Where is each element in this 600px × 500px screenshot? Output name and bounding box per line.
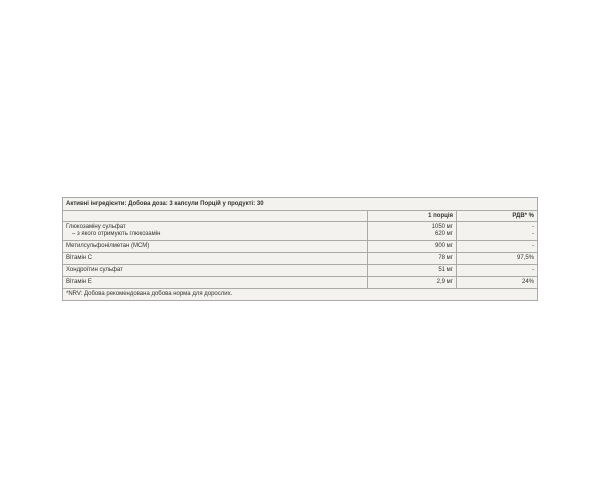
ingredient-amount: 900 мг bbox=[367, 240, 457, 253]
ingredient-rdv: - bbox=[456, 264, 538, 277]
ingredient-name: Глюкозаміну сульфат bbox=[66, 224, 126, 230]
ingredient-sub-name: – з якого отримують глюкозамін bbox=[72, 231, 161, 237]
ingredient-name: Вітамін Е bbox=[62, 276, 368, 289]
ingredient-name: Вітамін С bbox=[62, 252, 368, 265]
table-row: Вітамін Е 2,9 мг 24% bbox=[62, 276, 538, 289]
ingredient-sub-rdv: - bbox=[532, 231, 534, 237]
table-row: Глюкозаміну сульфат – з якого отримують г… bbox=[62, 221, 538, 241]
ingredient-amount: 78 мг bbox=[367, 252, 457, 265]
ingredient-amount: 2,9 мг bbox=[367, 276, 457, 289]
table-row: Хондроїтин сульфат 51 мг - bbox=[62, 264, 538, 277]
ingredient-rdv: 97,5% bbox=[456, 252, 538, 265]
table-row: Метилсульфонілметан (МСМ) 900 мг - bbox=[62, 240, 538, 253]
ingredient-name: Хондроїтин сульфат bbox=[62, 264, 368, 277]
header-empty bbox=[62, 210, 368, 222]
header-portion: 1 порція bbox=[367, 210, 457, 222]
table-row: Вітамін С 78 мг 97,5% bbox=[62, 252, 538, 265]
ingredient-rdv: 24% bbox=[456, 276, 538, 289]
ingredient-amount: 1050 мг bbox=[431, 224, 453, 230]
table-title: Активні інгредієнти: Добова доза: 3 капс… bbox=[62, 197, 538, 211]
ingredient-sub-amount: 620 мг bbox=[435, 231, 453, 237]
ingredient-amount: 51 мг bbox=[367, 264, 457, 277]
table-header: 1 порція РДВ* % bbox=[62, 210, 538, 222]
ingredient-rdv: - bbox=[532, 224, 534, 230]
ingredients-table: Активні інгредієнти: Добова доза: 3 капс… bbox=[62, 197, 538, 301]
ingredient-name: Метилсульфонілметан (МСМ) bbox=[62, 240, 368, 253]
header-rdv: РДВ* % bbox=[456, 210, 538, 222]
ingredient-rdv: - bbox=[456, 240, 538, 253]
footnote: *NRV: Добова рекомендована добова норма … bbox=[62, 288, 538, 301]
